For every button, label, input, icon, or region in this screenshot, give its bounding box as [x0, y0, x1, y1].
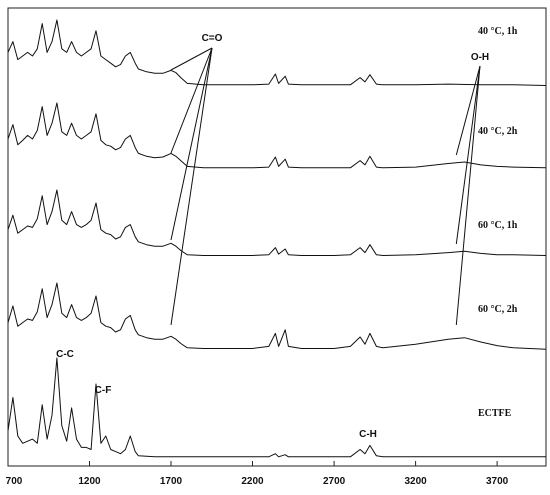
co-leader-line [170, 47, 213, 71]
x-tick-label: 1200 [78, 476, 101, 487]
oh-leader-line [455, 65, 481, 326]
annotation-cf-label: C-F [95, 385, 112, 396]
x-tick-label: 2200 [241, 476, 264, 487]
spectrum-line-60c-2h [7, 282, 547, 350]
oh-leader-line [455, 65, 481, 245]
x-tick-label: 1700 [160, 476, 183, 487]
annotation-lines-group [170, 47, 481, 326]
spectrum-line-60c-1h [7, 189, 547, 256]
co-leader-line [170, 47, 213, 326]
x-tick-label: 2700 [323, 476, 346, 487]
plot-frame [7, 7, 547, 467]
spectra-series-group [7, 19, 547, 458]
x-tick-label: 3200 [404, 476, 427, 487]
annotation-cc-label: C-C [56, 349, 74, 360]
x-tick-label: 3700 [486, 476, 509, 487]
series-label-ectfe: ECTFE [478, 408, 512, 419]
spectrum-line-40c-2h [7, 102, 547, 169]
co-leader-line [170, 47, 213, 241]
annotation-co-label: C=O [202, 33, 223, 44]
annotation-oh-label: O-H [471, 52, 489, 63]
series-label-40c-1h: 40 °C, 1h [478, 26, 518, 37]
annotation-ch-label: C-H [359, 429, 377, 440]
series-label-60c-2h: 60 °C, 2h [478, 304, 518, 315]
x-axis-ticks-group: 700 1200 1700 2200 2700 3200 3700 [6, 461, 509, 487]
series-label-60c-1h: 60 °C, 1h [478, 220, 518, 231]
co-leader-line [170, 47, 213, 154]
spectrum-line-40c-1h [7, 19, 547, 86]
series-label-40c-2h: 40 °C, 2h [478, 126, 518, 137]
oh-leader-line [455, 65, 481, 156]
spectrum-line-ectfe [7, 357, 546, 458]
x-tick-label: 700 [6, 476, 23, 487]
